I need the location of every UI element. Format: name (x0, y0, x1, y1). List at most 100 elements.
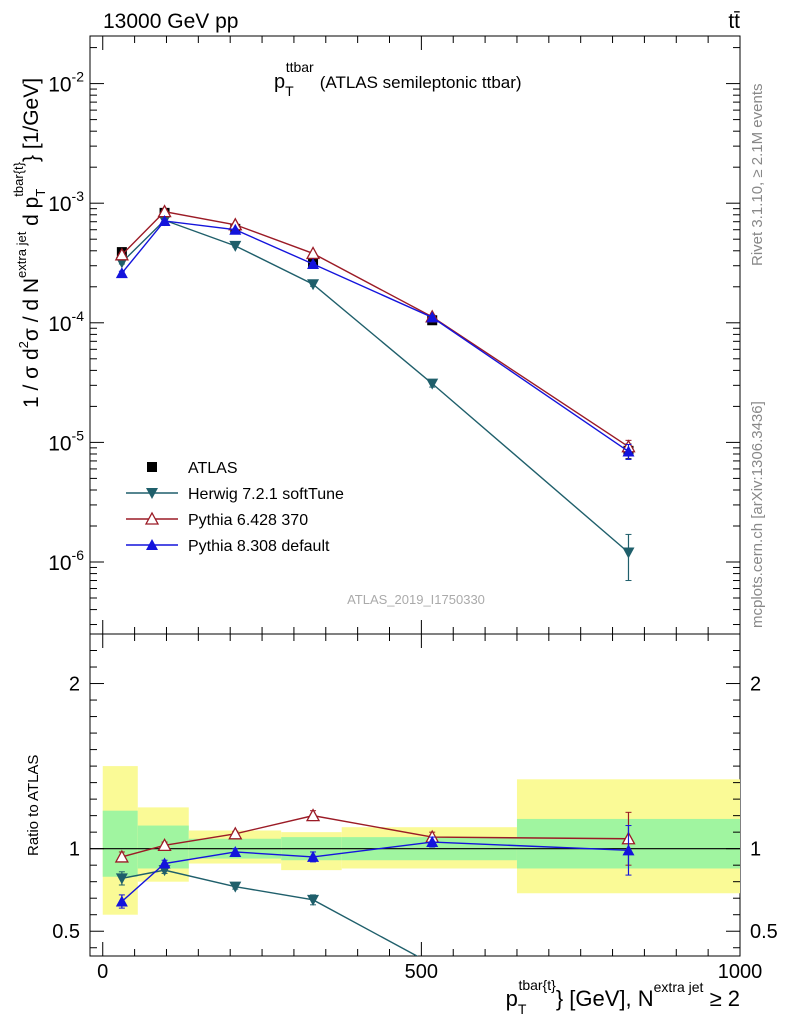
x-tick-label: 500 (405, 961, 438, 983)
main-y-tick-label-base: 10 (48, 313, 71, 336)
main-y-tick-label: 10-2 (48, 69, 84, 97)
xlabel-sub: T (518, 1001, 527, 1017)
xlabel-mid: } [GeV], N (556, 986, 654, 1011)
main-y-tick-label-base: 10 (48, 552, 71, 575)
ratio-point (157, 838, 172, 852)
ratio-series (114, 808, 636, 956)
ratio-ticks: 0.5 0.5 1 1 2 2 0 500 1000 (52, 634, 778, 983)
ylabel-part4: extra jet (14, 231, 29, 278)
ratio-point (115, 895, 128, 907)
data-point (115, 267, 128, 279)
main-series-3 (115, 214, 635, 460)
legend-label: Herwig 7.2.1 softTune (188, 486, 344, 503)
data-point (622, 547, 635, 559)
band-inner (102, 810, 138, 877)
series-line (121, 219, 629, 554)
series-line (121, 210, 629, 448)
title-sub: T (285, 83, 294, 99)
data-point (114, 247, 129, 261)
ratio-plot: 0.5 0.5 1 1 2 2 0 500 1000 (52, 633, 778, 983)
ratio-y-tick-label-right: 2 (750, 674, 761, 696)
ratio-series-2 (115, 825, 635, 909)
main-y-tick-label-exp: -2 (72, 69, 85, 85)
legend: ATLAS Herwig 7.2.1 softTune Pythia 6.428 3… (126, 460, 344, 555)
data-point (229, 223, 242, 235)
ratio-y-tick-label-left: 2 (69, 674, 80, 696)
ratio-y-axis-label: Ratio to ATLAS (25, 755, 42, 856)
main-y-tick-label-exp: -6 (72, 547, 85, 563)
main-y-tick-label: 10-5 (48, 427, 84, 455)
legend-label: Pythia 6.428 370 (188, 512, 308, 529)
data-point (622, 445, 635, 457)
ylabel-part7: tbar{t} (11, 161, 26, 196)
ratio-line (121, 814, 629, 858)
data-point (426, 311, 439, 323)
main-y-tick-label: 10-3 (48, 188, 84, 216)
legend-label: Pythia 8.308 default (188, 538, 330, 555)
rivet-version-label: Rivet 3.1.10, ≥ 2.1M events (749, 84, 766, 267)
legend-marker (146, 488, 158, 499)
plot-title: pTttbar (ATLAS semileptonic ttbar) (274, 59, 522, 99)
xlabel-sup2: extra jet (654, 979, 704, 995)
series-line (121, 220, 629, 453)
main-y-axis-label: 1 / σ d2σ / d Nextra jet d pTtbar{t}} [1… (11, 78, 48, 408)
ratio-point (307, 850, 320, 862)
ratio-point (115, 873, 128, 885)
x-tick-label: 1000 (718, 961, 763, 983)
ratio-point (229, 845, 242, 857)
title-main: p (274, 71, 285, 93)
ratio-point (228, 826, 243, 840)
ratio-line (121, 869, 419, 956)
main-y-tick-label: 10-6 (48, 547, 84, 575)
main-y-tick-label: 10-4 (48, 308, 84, 336)
legend-marker (144, 511, 160, 525)
legend-marker (146, 539, 158, 550)
header-left: 13000 GeV pp (103, 10, 238, 33)
main-y-ticks (90, 36, 741, 634)
ylabel-part1: 1 / σ d (20, 348, 43, 408)
ratio-y-tick-label-left: 0.5 (52, 921, 80, 943)
ratio-line (121, 841, 629, 903)
ratio-point (229, 881, 242, 893)
data-point (307, 258, 320, 270)
title-sup: ttbar (286, 59, 314, 75)
ratio-point (305, 808, 321, 822)
legend-marker (147, 462, 157, 472)
ratio-point (158, 857, 171, 869)
ylabel-part2: 2 (16, 341, 31, 348)
ylabel-part8: } [1/GeV] (20, 78, 43, 162)
ylabel-part6: T (33, 189, 48, 197)
main-series-0 (116, 207, 634, 460)
data-point (158, 214, 171, 226)
ylabel-part5: d p (20, 197, 43, 232)
ratio-y-tick-label-left: 1 (69, 839, 80, 861)
title-rest: (ATLAS semileptonic ttbar) (320, 73, 522, 92)
ratio-point (114, 849, 129, 863)
x-tick-label: 0 (97, 961, 108, 983)
ratio-y-tick-label-right: 1 (750, 839, 761, 861)
ratio-point (622, 844, 635, 856)
data-point (307, 279, 320, 291)
xlabel-main: p (506, 986, 518, 1011)
legend-label: ATLAS (188, 460, 238, 477)
x-axis-label: pTtbar{t}} [GeV], Nextra jet ≥ 2 (506, 977, 740, 1017)
mcplots-label: mcplots.cern.ch [arXiv:1306.3436] (749, 401, 766, 628)
xlabel-sup: tbar{t} (518, 977, 556, 993)
main-y-tick-label-base: 10 (48, 74, 71, 97)
data-point (305, 246, 321, 260)
main-y-tick-label-exp: -5 (72, 427, 85, 443)
data-point (229, 240, 242, 252)
main-y-tick-label-exp: -4 (72, 308, 85, 324)
ratio-point (307, 894, 320, 906)
main-y-tick-label-base: 10 (48, 193, 71, 216)
analysis-id-label: ATLAS_2019_I1750330 (347, 592, 485, 607)
ratio-point (426, 836, 439, 848)
xlabel-tail: ≥ 2 (703, 986, 740, 1011)
main-series-2 (114, 204, 636, 455)
main-y-tick-label-exp: -3 (72, 188, 85, 204)
main-y-tick-label-base: 10 (48, 432, 71, 455)
header-right: tt̄ (728, 10, 740, 33)
ratio-y-tick-label-right: 0.5 (750, 921, 778, 943)
